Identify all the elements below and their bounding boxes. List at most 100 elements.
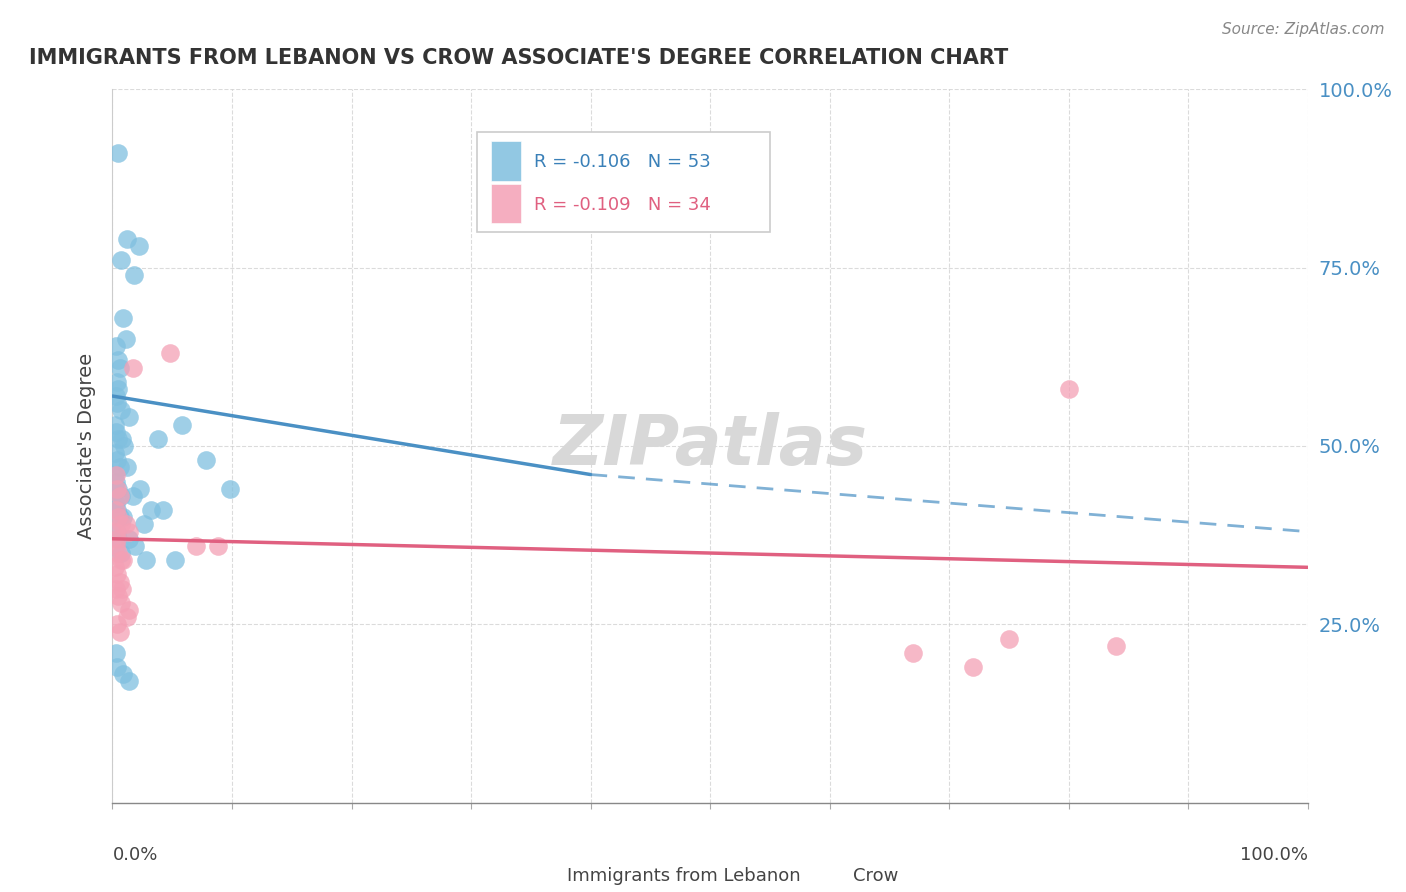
Point (110, 517, 132, 532)
Point (186, 539, 208, 553)
FancyBboxPatch shape (491, 141, 522, 180)
Point (962, 660, 984, 674)
Point (112, 510, 135, 524)
Point (107, 532, 129, 546)
Point (107, 353, 129, 368)
Point (110, 546, 132, 560)
Point (105, 453, 128, 467)
Point (124, 539, 146, 553)
Point (108, 510, 131, 524)
FancyBboxPatch shape (524, 835, 554, 863)
Text: 0.0%: 0.0% (112, 846, 157, 863)
Point (115, 610, 138, 624)
Point (118, 524, 141, 539)
Point (110, 596, 132, 610)
Point (132, 517, 155, 532)
Point (104, 417, 127, 432)
Point (129, 482, 152, 496)
Point (108, 460, 131, 475)
Point (114, 439, 135, 453)
Point (115, 460, 138, 475)
Point (104, 467, 127, 482)
Point (128, 239, 150, 253)
Text: ZIPatlas: ZIPatlas (553, 412, 868, 480)
Point (105, 396, 128, 410)
Point (105, 389, 128, 403)
Text: Immigrants from Lebanon: Immigrants from Lebanon (567, 867, 800, 885)
Point (108, 624, 131, 639)
Point (903, 646, 925, 660)
Point (111, 432, 134, 446)
Point (118, 532, 141, 546)
Point (114, 517, 136, 532)
Point (218, 482, 240, 496)
Point (112, 553, 135, 567)
Text: IMMIGRANTS FROM LEBANON VS CROW ASSOCIATE'S DEGREE CORRELATION CHART: IMMIGRANTS FROM LEBANON VS CROW ASSOCIAT… (28, 48, 1008, 68)
Point (121, 489, 143, 503)
Point (105, 375, 128, 389)
Point (107, 510, 129, 524)
Point (146, 432, 169, 446)
Point (207, 539, 229, 553)
Point (105, 339, 128, 353)
Point (118, 603, 141, 617)
Point (152, 503, 174, 517)
Point (105, 425, 128, 439)
Point (105, 539, 128, 553)
Point (107, 589, 129, 603)
Point (105, 582, 128, 596)
Point (107, 482, 129, 496)
FancyBboxPatch shape (491, 184, 522, 223)
Text: R = -0.106   N = 53: R = -0.106 N = 53 (534, 153, 711, 171)
Text: Crow: Crow (853, 867, 898, 885)
Point (159, 346, 181, 360)
Point (139, 503, 162, 517)
Point (114, 332, 136, 346)
Point (122, 268, 145, 282)
Point (105, 660, 128, 674)
Point (108, 360, 131, 375)
Point (108, 574, 131, 589)
Point (1057, 382, 1080, 396)
Point (170, 417, 193, 432)
Point (121, 360, 143, 375)
Point (107, 546, 129, 560)
Point (105, 617, 128, 632)
Point (107, 432, 129, 446)
Point (998, 632, 1021, 646)
Point (104, 446, 127, 460)
Point (1105, 639, 1128, 653)
Point (110, 403, 132, 417)
Point (163, 553, 186, 567)
Text: Source: ZipAtlas.com: Source: ZipAtlas.com (1222, 22, 1385, 37)
Point (194, 453, 217, 467)
Point (118, 410, 141, 425)
Point (110, 553, 132, 567)
Point (110, 253, 132, 268)
Text: R = -0.109   N = 34: R = -0.109 N = 34 (534, 196, 711, 214)
Point (105, 646, 128, 660)
Point (107, 382, 129, 396)
Point (135, 553, 157, 567)
Point (115, 232, 138, 246)
Point (105, 475, 128, 489)
Point (105, 467, 128, 482)
Text: 100.0%: 100.0% (1240, 846, 1308, 863)
Y-axis label: Associate's Degree: Associate's Degree (77, 353, 96, 539)
Point (105, 567, 128, 582)
Point (112, 310, 135, 325)
Point (105, 524, 128, 539)
Point (110, 489, 132, 503)
FancyBboxPatch shape (811, 835, 842, 863)
Point (111, 582, 134, 596)
Point (105, 532, 128, 546)
Point (105, 503, 128, 517)
Point (105, 482, 128, 496)
Point (112, 667, 135, 681)
Point (105, 503, 128, 517)
Point (107, 146, 129, 161)
Point (105, 496, 128, 510)
Point (104, 560, 127, 574)
FancyBboxPatch shape (477, 132, 770, 232)
Point (118, 674, 141, 689)
